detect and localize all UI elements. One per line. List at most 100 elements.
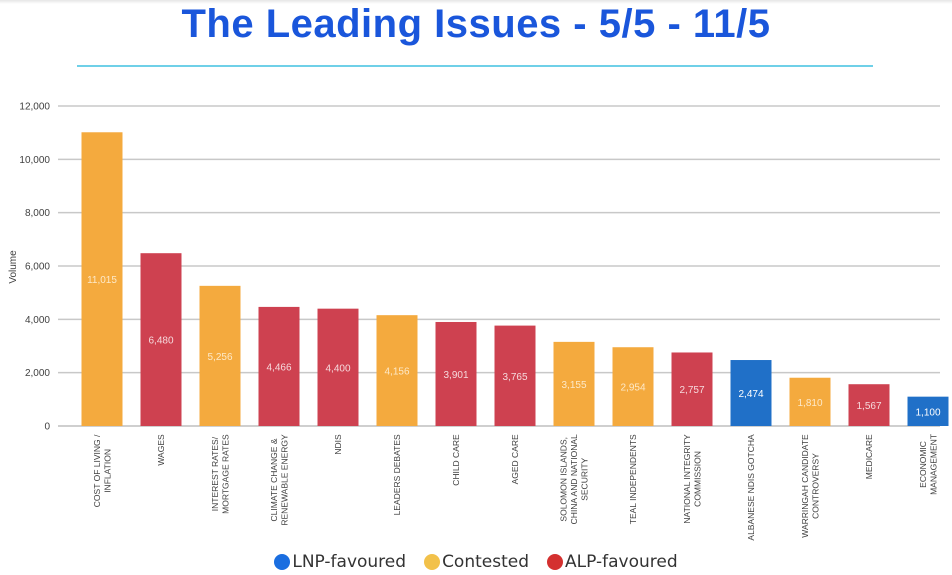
legend-dot-icon [274, 554, 291, 570]
data-label: 5,256 [207, 352, 232, 363]
category-label-text: INTEREST RATES/MORTGAGE RATES [210, 434, 231, 514]
y-tick-label: 10,000 [19, 155, 50, 166]
category-label: TEAL INDEPENDENTS [628, 434, 638, 524]
category-label-line: CONTROVERSY [810, 453, 820, 519]
bars [81, 132, 949, 426]
category-label: LEADERS DEBATES [392, 434, 402, 515]
data-label: 3,901 [443, 370, 468, 381]
category-label-text: SOLOMON ISLANDS,CHINA AND NATIONALSECURI… [559, 434, 590, 524]
x-axis-categories: COST OF LIVING /INFLATION WAGES INTEREST R… [92, 434, 939, 541]
category-label-line: INTEREST RATES/ [210, 436, 220, 511]
legend-label: LNP-favoured [292, 552, 407, 572]
category-label-text: AGED CARE [510, 434, 520, 484]
category-label: MEDICARE [864, 434, 874, 479]
category-label-text: MEDICARE [864, 434, 874, 479]
bar-chart: 0 2,000 4,000 6,000 8,000 10,000 12,000 Volume… [8, 102, 949, 541]
data-label: 6,480 [148, 336, 173, 347]
legend-item: ALP-favoured [547, 552, 678, 572]
legend-label: ALP-favoured [565, 552, 678, 572]
category-label: CHILD CARE [451, 434, 461, 486]
bar [789, 377, 831, 426]
legend-dot-icon [547, 554, 564, 570]
category-label-line: SECURITY [580, 457, 590, 500]
category-label: SOLOMON ISLANDS,CHINA AND NATIONALSECURI… [559, 434, 590, 524]
bar [494, 325, 536, 426]
category-label-line: INFLATION [102, 449, 112, 493]
category-label-line: TEAL INDEPENDENTS [628, 434, 638, 524]
data-label: 4,400 [325, 363, 350, 374]
data-label: 2,954 [620, 383, 645, 394]
bar [671, 352, 713, 426]
legend-label: Contested [442, 552, 530, 572]
data-label: 1,100 [915, 407, 940, 418]
category-label-line: LEADERS DEBATES [392, 434, 402, 515]
category-label: INTEREST RATES/MORTGAGE RATES [210, 434, 231, 514]
data-label: 1,810 [797, 398, 822, 409]
category-label-text: NDIS [333, 434, 343, 455]
category-label-line: ALBANESE NDIS GOTCHA [746, 434, 756, 541]
category-label-text: TEAL INDEPENDENTS [628, 434, 638, 524]
y-tick-label: 12,000 [19, 102, 50, 113]
category-label-text: WAGES [156, 434, 166, 466]
category-label-text: ECONOMICMANAGEMENT [918, 434, 939, 495]
data-label: 3,765 [502, 372, 527, 383]
category-label: NDIS [333, 434, 343, 455]
y-tick-label: 0 [44, 422, 50, 433]
category-label-line: CHILD CARE [451, 434, 461, 486]
category-label-text: CLIMATE CHANGE &RENEWABLE ENERGY [269, 434, 290, 526]
category-label: WARRINGAH CANDIDATECONTROVERSY [800, 434, 821, 538]
bar [317, 308, 359, 426]
legend: LNP-favoured Contested ALP-favoured [0, 552, 952, 575]
data-label: 11,015 [87, 275, 117, 286]
category-label-text: LEADERS DEBATES [392, 434, 402, 515]
category-label-line: SOLOMON ISLANDS, [559, 437, 569, 522]
category-label: COST OF LIVING /INFLATION [92, 434, 113, 507]
data-label: 3,155 [561, 380, 586, 391]
category-label-line: COST OF LIVING / [92, 434, 102, 507]
bar [907, 396, 949, 426]
top-shadow [0, 0, 952, 4]
category-label-line: MANAGEMENT [928, 434, 938, 495]
category-label-line: WAGES [156, 434, 166, 466]
title-divider [77, 65, 873, 67]
bar [140, 253, 182, 426]
data-label: 2,757 [679, 385, 704, 396]
y-tick-label: 4,000 [25, 315, 50, 326]
category-label-line: CHINA AND NATIONAL [569, 434, 579, 524]
bar [199, 285, 241, 426]
category-label: AGED CARE [510, 434, 520, 484]
bar [730, 360, 772, 426]
category-label: ECONOMICMANAGEMENT [918, 434, 939, 495]
y-axis-label: Volume [8, 250, 19, 284]
category-label-line: WARRINGAH CANDIDATE [800, 434, 810, 538]
y-tick-label: 8,000 [25, 208, 50, 219]
bar [258, 306, 300, 426]
data-labels: 11,015 6,480 5,256 4,466 4,400 4,156 3,901 3,76… [87, 275, 941, 418]
legend-item: Contested [424, 552, 529, 572]
category-label-line: NATIONAL INTEGRITY [682, 434, 692, 524]
legend-dot-icon [424, 554, 441, 570]
category-label-text: WARRINGAH CANDIDATECONTROVERSY [800, 434, 821, 538]
y-tick-label: 6,000 [25, 262, 50, 273]
category-label-text: COST OF LIVING /INFLATION [92, 434, 113, 507]
category-label: ALBANESE NDIS GOTCHA [746, 434, 756, 541]
category-label-line: ECONOMIC [918, 441, 928, 488]
category-label-line: NDIS [333, 434, 343, 455]
chart-title: The Leading Issues - 5/5 - 11/5 [181, 2, 771, 46]
category-label: CLIMATE CHANGE &RENEWABLE ENERGY [269, 434, 290, 526]
category-label-text: CHILD CARE [451, 434, 461, 486]
bar [848, 384, 890, 426]
bar [81, 132, 123, 426]
category-label: WAGES [156, 434, 166, 466]
category-label-line: CLIMATE CHANGE & [269, 438, 279, 521]
data-label: 2,474 [738, 389, 763, 400]
category-label-line: AGED CARE [510, 434, 520, 484]
data-label: 4,156 [384, 367, 409, 378]
category-label-line: COMMISSION [692, 451, 702, 507]
category-label: NATIONAL INTEGRITYCOMMISSION [682, 434, 703, 524]
category-label-line: RENEWABLE ENERGY [279, 434, 289, 526]
bar [376, 315, 418, 426]
y-tick-label: 2,000 [25, 368, 50, 379]
category-label-text: ALBANESE NDIS GOTCHA [746, 434, 756, 541]
bar [612, 347, 654, 426]
